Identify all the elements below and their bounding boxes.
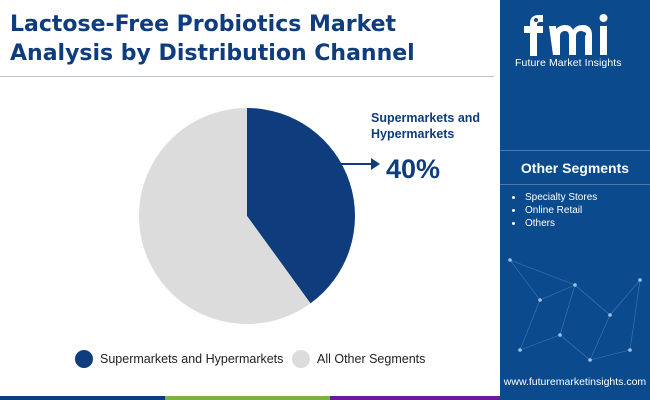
legend-swatch-supermarkets <box>75 350 93 368</box>
bullet-icon <box>512 209 515 212</box>
segments-top-divider <box>500 150 650 151</box>
chart-title: Lactose-Free Probiotics Market Analysis … <box>10 10 490 68</box>
side-panel: Future Market Insights Other Segments Sp… <box>500 0 650 400</box>
legend-label-other: All Other Segments <box>317 352 426 366</box>
segment-item-label: Online Retail <box>525 205 583 216</box>
logo-subtitle: Future Market Insights <box>515 57 622 69</box>
segment-item-label: Others <box>525 218 556 229</box>
segments-divider <box>500 184 650 185</box>
pie-slice-other-segments <box>139 108 311 324</box>
chart-title-line-1: Lactose-Free Probiotics Market <box>10 12 397 37</box>
other-segments-title: Other Segments <box>520 160 630 176</box>
pie-slice-supermarkets <box>247 108 356 304</box>
callout-label: Supermarkets and Hypermarkets <box>371 111 481 141</box>
network-graphic <box>508 258 642 362</box>
segment-item-label: Specialty Stores <box>525 192 598 203</box>
pie-chart <box>139 108 380 324</box>
pie-slices <box>139 108 356 324</box>
website-link[interactable]: www.futuremarketinsights.com <box>503 376 647 388</box>
bottom-bar-blue <box>0 396 165 400</box>
segment-item: Specialty Stores <box>512 191 597 204</box>
chart-title-line-2: Analysis by Distribution Channel <box>10 41 415 66</box>
segment-item: Online Retail <box>512 204 597 217</box>
legend-swatch-other <box>292 350 310 368</box>
segment-item: Others <box>512 217 597 230</box>
callout-arrow <box>340 158 380 170</box>
legend-item-supermarkets: Supermarkets and Hypermarkets <box>75 350 283 368</box>
callout-arrow-head <box>371 158 380 170</box>
bottom-bar-purple <box>330 396 500 400</box>
legend-label-supermarkets: Supermarkets and Hypermarkets <box>100 352 284 366</box>
legend-item-other: All Other Segments <box>292 350 425 368</box>
title-divider <box>0 76 494 77</box>
fmi-logo <box>524 14 608 56</box>
callout-value: 40% <box>386 154 441 184</box>
bullet-icon <box>512 196 515 199</box>
other-segments-list: Specialty Stores Online Retail Others <box>512 191 597 230</box>
bottom-bar-green <box>165 396 330 400</box>
bullet-icon <box>512 222 515 225</box>
